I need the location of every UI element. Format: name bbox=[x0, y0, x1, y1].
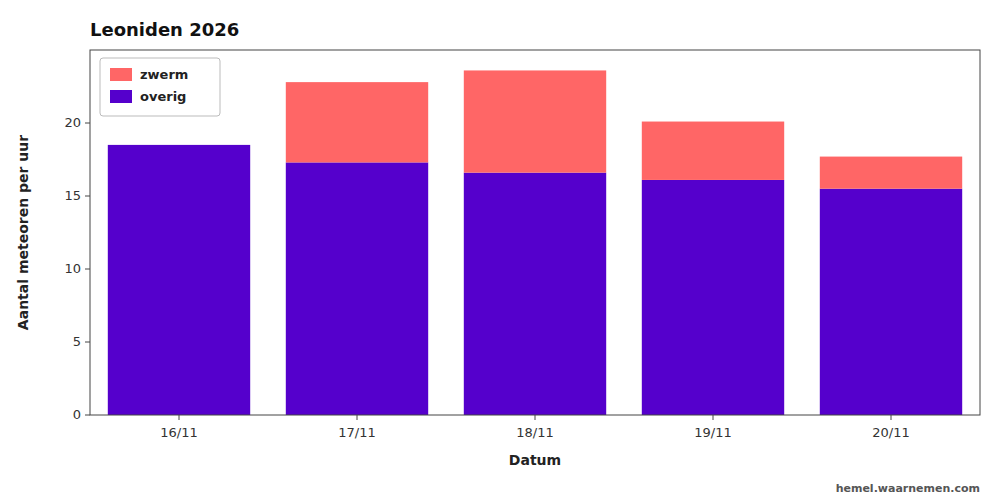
legend-label: zwerm bbox=[140, 67, 188, 82]
y-tick-label: 20 bbox=[64, 115, 81, 130]
x-tick bbox=[179, 415, 180, 420]
x-tick-label: 18/11 bbox=[516, 425, 553, 440]
y-tick bbox=[85, 415, 90, 416]
y-tick bbox=[85, 123, 90, 124]
bar bbox=[642, 122, 784, 180]
bar bbox=[108, 144, 250, 145]
legend: zwerm overig bbox=[100, 58, 220, 116]
bar bbox=[820, 157, 962, 189]
chart: 0 5 10 15 20 16/11 17/11 18/11 19/11 20/11 Datum Aa… bbox=[0, 0, 1000, 500]
bar bbox=[820, 189, 962, 415]
x-tick-label: 16/11 bbox=[160, 425, 197, 440]
y-tick bbox=[85, 269, 90, 270]
x-tick-label: 20/11 bbox=[872, 425, 909, 440]
y-tick bbox=[85, 342, 90, 343]
bar bbox=[108, 145, 250, 415]
x-tick bbox=[891, 415, 892, 420]
y-axis-label: Aantal meteoren per uur bbox=[15, 135, 31, 330]
y-tick-label: 15 bbox=[64, 188, 81, 203]
bars bbox=[108, 70, 962, 415]
bar bbox=[286, 82, 428, 162]
legend-box bbox=[100, 58, 220, 116]
y-tick-label: 0 bbox=[73, 407, 81, 422]
bar bbox=[286, 162, 428, 415]
legend-swatch bbox=[110, 90, 132, 103]
legend-label: overig bbox=[140, 89, 186, 104]
y-tick bbox=[85, 196, 90, 197]
legend-swatch bbox=[110, 68, 132, 81]
x-tick-label: 19/11 bbox=[694, 425, 731, 440]
plot-frame bbox=[90, 50, 980, 415]
x-tick bbox=[713, 415, 714, 420]
y-tick-label: 10 bbox=[64, 261, 81, 276]
title: Leoniden 2026 bbox=[90, 19, 239, 40]
bar bbox=[464, 173, 606, 415]
x-tick-label: 17/11 bbox=[338, 425, 375, 440]
x-tick bbox=[535, 415, 536, 420]
annotation: hemel.waarnemen.com bbox=[836, 482, 980, 495]
bar bbox=[642, 180, 784, 415]
x-tick bbox=[357, 415, 358, 420]
bar bbox=[464, 70, 606, 172]
x-axis-label: Datum bbox=[509, 452, 561, 468]
y-tick-label: 5 bbox=[73, 334, 81, 349]
